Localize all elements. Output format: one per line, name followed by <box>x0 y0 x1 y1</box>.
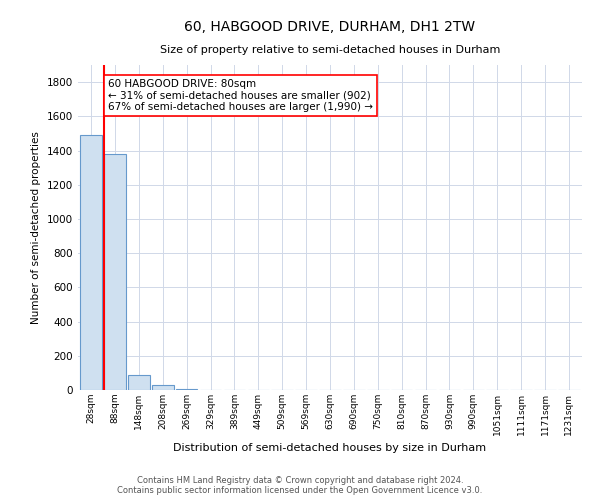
Text: 60, HABGOOD DRIVE, DURHAM, DH1 2TW: 60, HABGOOD DRIVE, DURHAM, DH1 2TW <box>184 20 476 34</box>
X-axis label: Distribution of semi-detached houses by size in Durham: Distribution of semi-detached houses by … <box>173 443 487 453</box>
Bar <box>176 389 197 390</box>
Y-axis label: Number of semi-detached properties: Number of semi-detached properties <box>31 131 41 324</box>
Text: Size of property relative to semi-detached houses in Durham: Size of property relative to semi-detach… <box>160 45 500 55</box>
Text: Contains HM Land Registry data © Crown copyright and database right 2024.
Contai: Contains HM Land Registry data © Crown c… <box>118 476 482 495</box>
Bar <box>128 374 149 390</box>
Bar <box>152 385 173 390</box>
Bar <box>104 154 126 390</box>
Text: 60 HABGOOD DRIVE: 80sqm
← 31% of semi-detached houses are smaller (902)
67% of s: 60 HABGOOD DRIVE: 80sqm ← 31% of semi-de… <box>108 78 373 112</box>
Bar <box>80 135 102 390</box>
